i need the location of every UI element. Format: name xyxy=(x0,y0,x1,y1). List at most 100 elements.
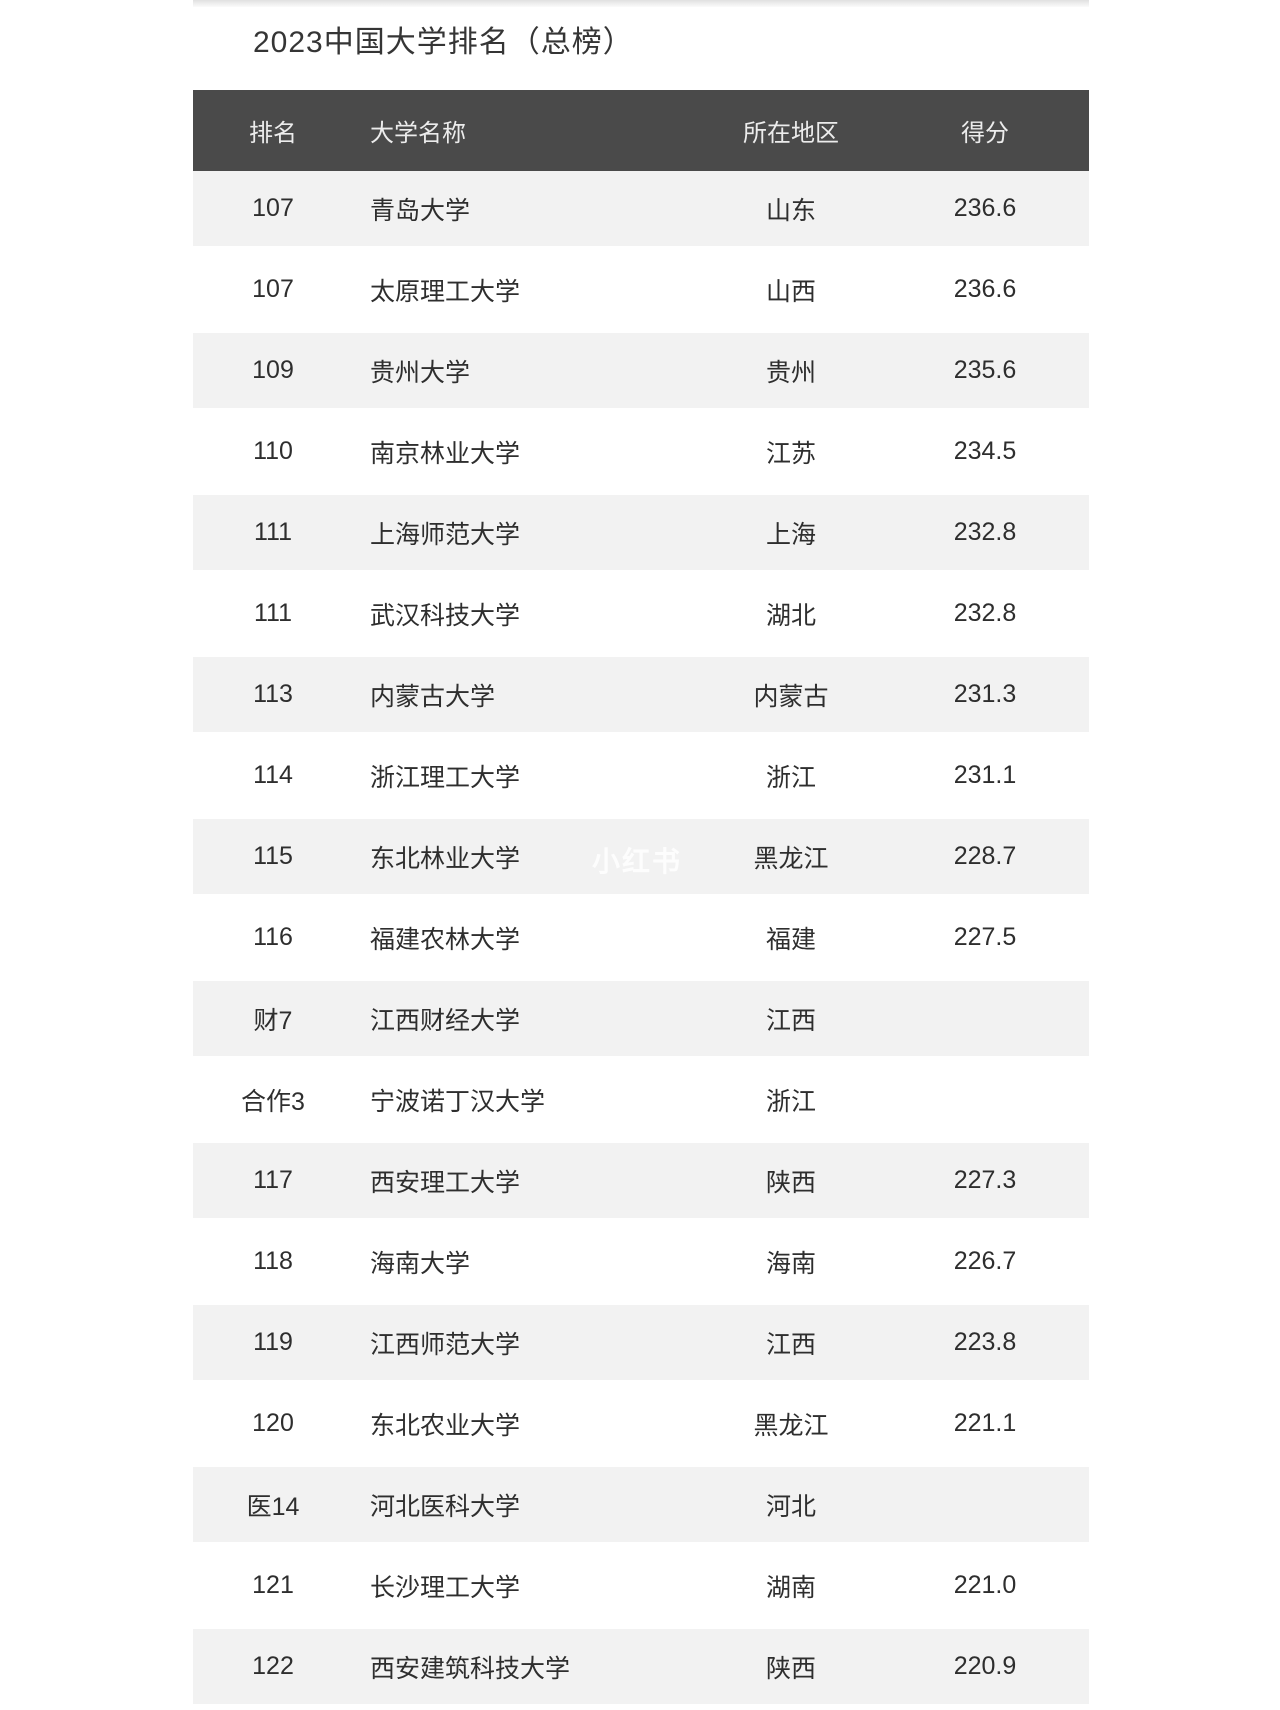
region-cell: 陕西 xyxy=(765,1168,816,1197)
name-cell: 西安建筑科技大学 xyxy=(370,1654,571,1683)
name-cell: 宁波诺丁汉大学 xyxy=(370,1087,546,1116)
score-cell: 227.5 xyxy=(953,923,1017,951)
rank-cell: 111 xyxy=(253,599,292,627)
region-cell: 黑龙江 xyxy=(753,1411,829,1440)
col-header-name: 大学名称 xyxy=(370,120,466,147)
ranking-table: 排名 大学名称 所在地区 得分 107 青岛大学 山东 236.6 107 太原… xyxy=(193,90,1089,1710)
table-row: 122 西安建筑科技大学 陕西 220.9 xyxy=(193,1629,1089,1710)
title-area: 2023中国大学排名（总榜） xyxy=(193,0,1089,90)
name-cell: 东北农业大学 xyxy=(370,1411,521,1440)
rank-cell: 121 xyxy=(252,1571,294,1599)
rank-cell: 115 xyxy=(253,842,293,870)
rank-cell: 120 xyxy=(252,1409,294,1437)
score-cell: 220.9 xyxy=(953,1652,1017,1680)
score-cell: 236.6 xyxy=(953,275,1017,303)
region-cell: 江西 xyxy=(765,1006,816,1035)
table-row: 110 南京林业大学 江苏 234.5 xyxy=(193,414,1089,495)
table-row: 财7 江西财经大学 江西 xyxy=(193,981,1089,1062)
page-title: 2023中国大学排名（总榜） xyxy=(253,26,634,59)
table-header-row: 排名 大学名称 所在地区 得分 xyxy=(193,90,1089,171)
score-cell: 234.5 xyxy=(953,437,1017,465)
region-cell: 山东 xyxy=(765,196,816,225)
rank-cell: 119 xyxy=(253,1328,293,1356)
score-cell: 232.8 xyxy=(953,518,1017,546)
rank-cell: 111 xyxy=(253,518,292,546)
score-cell: 227.3 xyxy=(953,1166,1017,1194)
name-cell: 浙江理工大学 xyxy=(370,763,521,792)
table-row: 116 福建农林大学 福建 227.5 xyxy=(193,900,1089,981)
col-header-region: 所在地区 xyxy=(743,120,839,147)
region-cell: 上海 xyxy=(765,520,816,549)
table-row: 107 青岛大学 山东 236.6 xyxy=(193,171,1089,252)
score-cell: 221.0 xyxy=(953,1571,1017,1599)
region-cell: 湖南 xyxy=(765,1573,816,1602)
table-row: 117 西安理工大学 陕西 227.3 xyxy=(193,1143,1089,1224)
rank-cell: 107 xyxy=(252,275,294,303)
table-row: 121 长沙理工大学 湖南 221.0 xyxy=(193,1548,1089,1629)
name-cell: 东北林业大学 xyxy=(370,844,521,873)
score-cell: 235.6 xyxy=(953,356,1017,384)
top-edge-shadow xyxy=(193,0,1089,7)
name-cell: 海南大学 xyxy=(370,1249,471,1278)
region-cell: 湖北 xyxy=(765,601,816,630)
rank-cell: 122 xyxy=(252,1652,294,1680)
name-cell: 贵州大学 xyxy=(370,358,471,387)
name-cell: 南京林业大学 xyxy=(370,439,521,468)
score-cell: 223.8 xyxy=(953,1328,1017,1356)
rank-cell: 107 xyxy=(252,194,294,222)
table-row: 113 内蒙古大学 内蒙古 231.3 xyxy=(193,657,1089,738)
rank-cell: 113 xyxy=(253,680,293,708)
region-cell: 贵州 xyxy=(765,358,816,387)
region-cell: 内蒙古 xyxy=(753,682,829,711)
rank-cell: 118 xyxy=(253,1247,293,1275)
region-cell: 海南 xyxy=(765,1249,816,1278)
rank-cell: 116 xyxy=(253,923,293,951)
table-row: 107 太原理工大学 山西 236.6 xyxy=(193,252,1089,333)
name-cell: 江西师范大学 xyxy=(370,1330,521,1359)
score-cell: 231.1 xyxy=(953,761,1017,789)
name-cell: 上海师范大学 xyxy=(370,520,521,549)
region-cell: 河北 xyxy=(765,1492,816,1521)
ranking-card: 2023中国大学排名（总榜） 排名 大学名称 所在地区 得分 107 青岛大学 … xyxy=(193,0,1089,1710)
table-row: 111 武汉科技大学 湖北 232.8 xyxy=(193,576,1089,657)
col-header-rank: 排名 xyxy=(249,120,297,147)
table-row: 109 贵州大学 贵州 235.6 xyxy=(193,333,1089,414)
rank-cell: 110 xyxy=(253,437,293,465)
name-cell: 江西财经大学 xyxy=(370,1006,521,1035)
table-row: 118 海南大学 海南 226.7 xyxy=(193,1224,1089,1305)
region-cell: 江苏 xyxy=(765,439,816,468)
name-cell: 西安理工大学 xyxy=(370,1168,521,1197)
rank-cell: 医14 xyxy=(246,1492,300,1521)
score-cell: 226.7 xyxy=(953,1247,1017,1275)
name-cell: 内蒙古大学 xyxy=(370,682,496,711)
score-cell: 221.1 xyxy=(953,1409,1017,1437)
region-cell: 陕西 xyxy=(765,1654,816,1683)
table-row: 111 上海师范大学 上海 232.8 xyxy=(193,495,1089,576)
rank-cell: 财7 xyxy=(253,1006,293,1035)
col-header-score: 得分 xyxy=(961,120,1009,147)
table-row: 合作3 宁波诺丁汉大学 浙江 xyxy=(193,1062,1089,1143)
name-cell: 福建农林大学 xyxy=(370,925,521,954)
table-body: 107 青岛大学 山东 236.6 107 太原理工大学 山西 236.6 10… xyxy=(193,171,1089,1710)
rank-cell: 合作3 xyxy=(241,1087,305,1116)
name-cell: 河北医科大学 xyxy=(370,1492,521,1521)
region-cell: 江西 xyxy=(765,1330,816,1359)
score-cell: 228.7 xyxy=(953,842,1017,870)
rank-cell: 114 xyxy=(253,761,293,789)
table-row: 115 东北林业大学 黑龙江 228.7 xyxy=(193,819,1089,900)
table-row: 114 浙江理工大学 浙江 231.1 xyxy=(193,738,1089,819)
region-cell: 福建 xyxy=(765,925,816,954)
region-cell: 山西 xyxy=(765,277,816,306)
table-row: 119 江西师范大学 江西 223.8 xyxy=(193,1305,1089,1386)
name-cell: 青岛大学 xyxy=(370,196,471,225)
name-cell: 武汉科技大学 xyxy=(370,601,521,630)
name-cell: 长沙理工大学 xyxy=(370,1573,521,1602)
name-cell: 太原理工大学 xyxy=(370,277,521,306)
score-cell: 236.6 xyxy=(953,194,1017,222)
rank-cell: 117 xyxy=(253,1166,293,1194)
region-cell: 浙江 xyxy=(765,1087,816,1116)
score-cell: 231.3 xyxy=(953,680,1017,708)
score-cell: 232.8 xyxy=(953,599,1017,627)
table-row: 医14 河北医科大学 河北 xyxy=(193,1467,1089,1548)
